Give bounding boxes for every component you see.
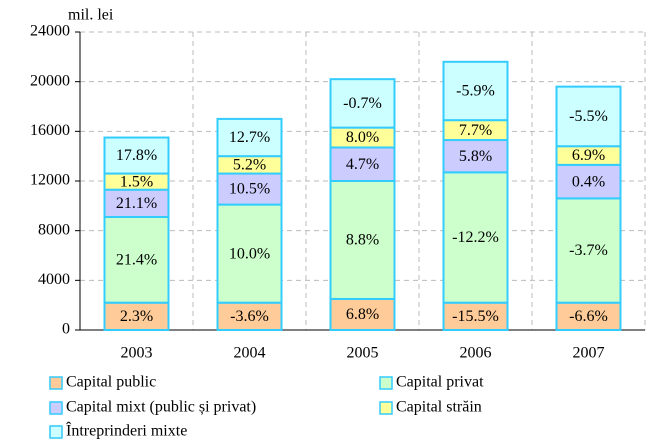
segment-label: -6.6% bbox=[569, 308, 608, 325]
segment-label: 5.8% bbox=[459, 148, 492, 165]
bar-segment bbox=[442, 60, 509, 122]
bar-segment bbox=[103, 188, 170, 219]
x-tick-label: 2007 bbox=[573, 345, 605, 362]
segment-label: 21.4% bbox=[116, 252, 157, 269]
y-tick-label: 16000 bbox=[30, 122, 70, 139]
x-tick-label: 2004 bbox=[234, 345, 266, 362]
segment-label: 4.7% bbox=[346, 156, 379, 173]
legend-swatch bbox=[379, 376, 393, 390]
segment-label: -5.9% bbox=[456, 83, 495, 100]
legend-swatch bbox=[49, 425, 63, 439]
segment-label: -3.6% bbox=[230, 308, 269, 325]
bar-segment bbox=[103, 301, 170, 331]
segment-label: 0.4% bbox=[572, 173, 605, 190]
bar-segment bbox=[216, 117, 283, 158]
bar-segment bbox=[329, 78, 396, 129]
segment-label: 7.7% bbox=[459, 122, 492, 139]
y-tick-label: 20000 bbox=[30, 72, 70, 89]
bar-segment bbox=[103, 216, 170, 304]
segment-label: -5.5% bbox=[569, 108, 608, 125]
legend-label: Capital străin bbox=[396, 399, 482, 416]
bar-segment bbox=[216, 301, 283, 331]
bar-segment bbox=[442, 301, 509, 331]
legend-label: Capital public bbox=[66, 374, 156, 391]
legend-swatch bbox=[49, 376, 63, 390]
legend-swatch bbox=[49, 401, 63, 415]
bar-segment bbox=[329, 146, 396, 183]
legend-label: Capital mixt (public și privat) bbox=[66, 399, 256, 416]
y-tick-label: 8000 bbox=[38, 221, 70, 238]
bar-segment bbox=[216, 172, 283, 206]
segment-label: 6.8% bbox=[346, 306, 379, 323]
segment-label: -3.7% bbox=[569, 242, 608, 259]
segment-label: 1.5% bbox=[120, 173, 153, 190]
y-axis-label: mil. lei bbox=[68, 7, 114, 24]
segment-label: -12.2% bbox=[452, 229, 499, 246]
segment-label: 12.7% bbox=[229, 129, 270, 146]
x-tick-label: 2005 bbox=[347, 345, 379, 362]
bar-segment bbox=[329, 297, 396, 332]
segment-label: 21.1% bbox=[116, 195, 157, 212]
segment-label: 6.9% bbox=[572, 147, 605, 164]
bar-segment bbox=[555, 85, 622, 148]
y-tick-label: 0 bbox=[62, 321, 70, 338]
segment-label: 10.5% bbox=[229, 181, 270, 198]
segment-label: 10.0% bbox=[229, 245, 270, 262]
y-tick-label: 24000 bbox=[30, 23, 70, 40]
segment-label: 5.2% bbox=[233, 157, 266, 174]
x-tick-label: 2006 bbox=[460, 345, 492, 362]
legend-swatch bbox=[379, 401, 393, 415]
segment-label: 2.3% bbox=[120, 308, 153, 325]
bar-segment bbox=[555, 197, 622, 304]
bar-segment bbox=[103, 136, 170, 175]
bar-segment bbox=[329, 180, 396, 300]
segment-label: -0.7% bbox=[343, 95, 382, 112]
segment-label: 8.0% bbox=[346, 129, 379, 146]
segment-label: 8.8% bbox=[346, 232, 379, 249]
y-tick-label: 4000 bbox=[38, 271, 70, 288]
segment-label: 17.8% bbox=[116, 147, 157, 164]
x-tick-label: 2003 bbox=[121, 345, 153, 362]
y-tick-label: 12000 bbox=[30, 172, 70, 189]
segment-label: -15.5% bbox=[452, 308, 499, 325]
legend-label: Întreprinderi mixte bbox=[66, 421, 187, 440]
legend-label: Capital privat bbox=[396, 374, 484, 391]
bar-segment bbox=[555, 301, 622, 331]
